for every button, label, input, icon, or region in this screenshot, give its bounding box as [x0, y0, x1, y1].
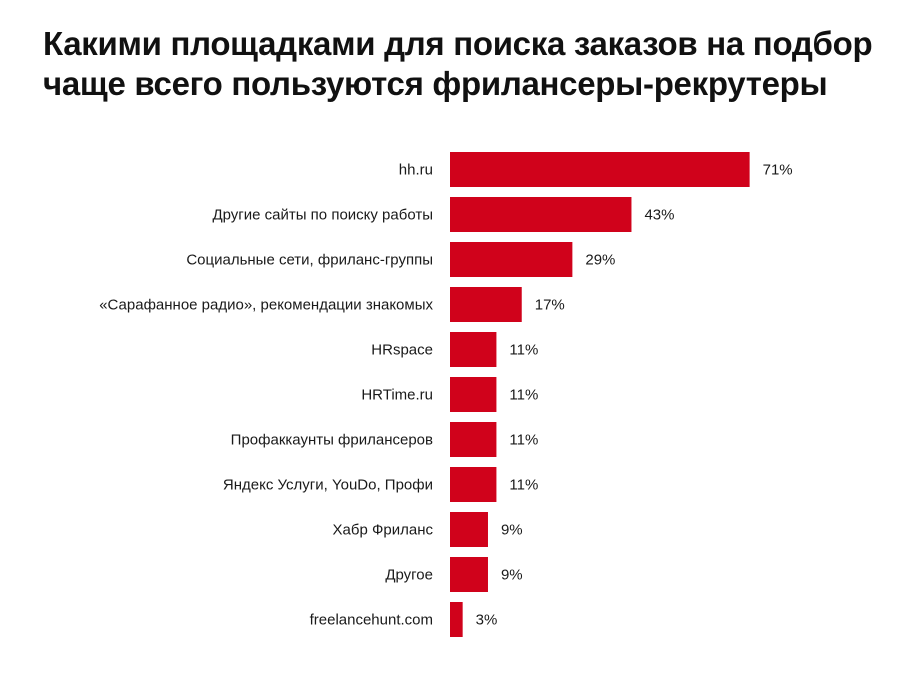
bar [450, 512, 488, 547]
chart-title: Какими площадками для поиска заказов на … [43, 25, 873, 102]
value-label: 11% [509, 342, 538, 359]
value-label: 29% [585, 252, 615, 269]
bar [450, 377, 497, 412]
bar [450, 197, 632, 232]
category-label: «Сарафанное радио», рекомендации знакомы… [99, 297, 433, 314]
category-label: Хабр Фриланс [333, 522, 434, 539]
value-label: 11% [509, 387, 538, 404]
category-label: Социальные сети, фриланс-группы [186, 252, 433, 269]
bars-group: hh.ru 71% Другие сайты по поиску работы 43%… [99, 152, 793, 637]
bar [450, 557, 488, 592]
bar [450, 422, 497, 457]
bar [450, 242, 573, 277]
value-label: 11% [509, 432, 538, 449]
value-label: 9% [501, 567, 523, 584]
bar [450, 287, 522, 322]
bar [450, 602, 463, 637]
category-label: Профаккаунты фрилансеров [231, 432, 433, 449]
value-label: 43% [644, 207, 674, 224]
value-label: 9% [501, 522, 523, 539]
value-label: 17% [535, 297, 565, 314]
value-label: 71% [763, 162, 793, 179]
category-label: freelancehunt.com [310, 612, 433, 629]
category-label: HRTime.ru [361, 387, 433, 404]
category-label: Другое [385, 567, 433, 584]
value-label: 3% [476, 612, 498, 629]
bar [450, 152, 750, 187]
category-label: Другие сайты по поиску работы [212, 207, 433, 224]
bar [450, 332, 497, 367]
category-label: Яндекс Услуги, YouDo, Профи [223, 477, 433, 494]
bar [450, 467, 497, 502]
category-label: HRspace [371, 342, 433, 359]
value-label: 11% [509, 477, 538, 494]
category-label: hh.ru [399, 162, 433, 179]
